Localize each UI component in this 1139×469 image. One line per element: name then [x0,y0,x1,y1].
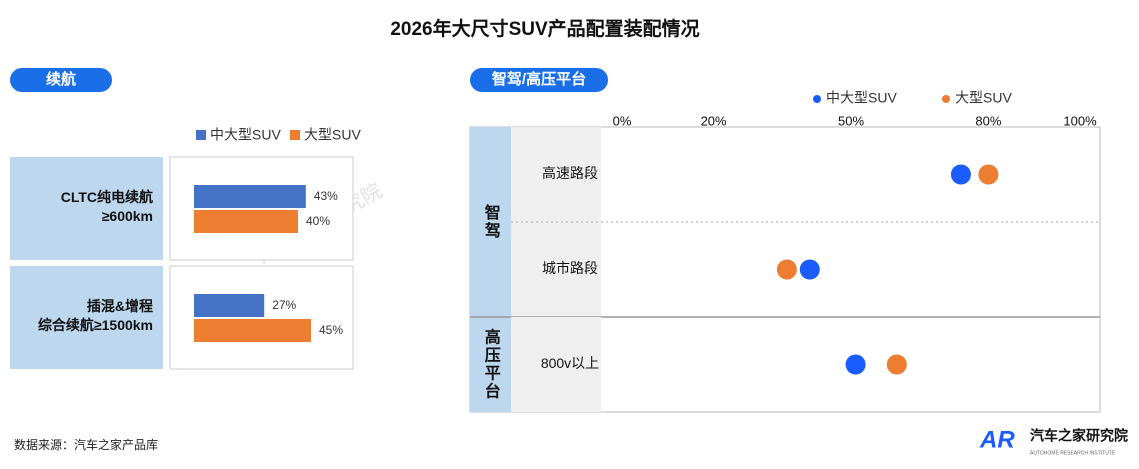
group-cell [470,127,511,317]
logo-name: 汽车之家研究院 [1030,428,1128,444]
page-title: 2026年大尺寸SUV产品配置装配情况 [390,17,699,40]
dot [776,259,797,280]
group-label: 智驾 [482,203,502,240]
x-tick-label: 100% [1063,113,1097,128]
legend-dot [813,95,821,103]
category-cell [10,157,163,260]
logo-subtitle: AUTOHOME RESEARCH INSTITUTE [1030,450,1116,456]
x-tick-label: 0% [613,113,632,128]
source-note: 数据来源：汽车之家产品库 [14,437,158,452]
plot-cell [169,156,354,261]
section-title: 智驾/高压平台 [492,70,586,88]
logo-mark: AR [979,426,1015,453]
category-label: 综合续航≥1500km [38,317,153,333]
group-cell [470,317,511,412]
category-label: 城市路段 [542,260,598,276]
legend-dot [942,95,950,103]
value-label: 40% [306,214,330,228]
category-cell [10,266,163,369]
category-label: 高速路段 [542,165,598,181]
section-title: 续航 [46,70,76,88]
legend-label: 中大型SUV [210,127,281,143]
category-label: CLTC纯电续航 [61,189,153,205]
section-pill [10,68,112,92]
plot-cell [169,265,354,370]
bar [194,185,306,208]
group-label: 高压平台 [482,328,501,401]
x-tick-label: 20% [701,113,727,128]
legend-label: 大型SUV [955,90,1012,106]
category-label: ≥600km [102,208,153,224]
x-tick-label: 50% [838,113,864,128]
legend-swatch [196,130,206,140]
dot [845,354,866,375]
category-label: 800v以上 [541,355,599,371]
bar [194,210,298,233]
legend-swatch [290,130,300,140]
category-cell [511,222,601,317]
bar [194,294,265,317]
dot [950,164,971,185]
category-cell [511,317,601,412]
value-label: 45% [319,323,343,337]
x-tick-label: 80% [975,113,1001,128]
dot [978,164,999,185]
dot [886,354,907,375]
bar [194,319,311,342]
value-label: 43% [314,189,338,203]
category-cell [511,127,601,222]
legend-label: 中大型SUV [826,90,897,106]
legend-label: 大型SUV [304,127,361,143]
dot [799,259,820,280]
value-label: 27% [272,298,296,312]
category-label: 插混&增程 [87,298,153,314]
section-pill [470,68,608,92]
